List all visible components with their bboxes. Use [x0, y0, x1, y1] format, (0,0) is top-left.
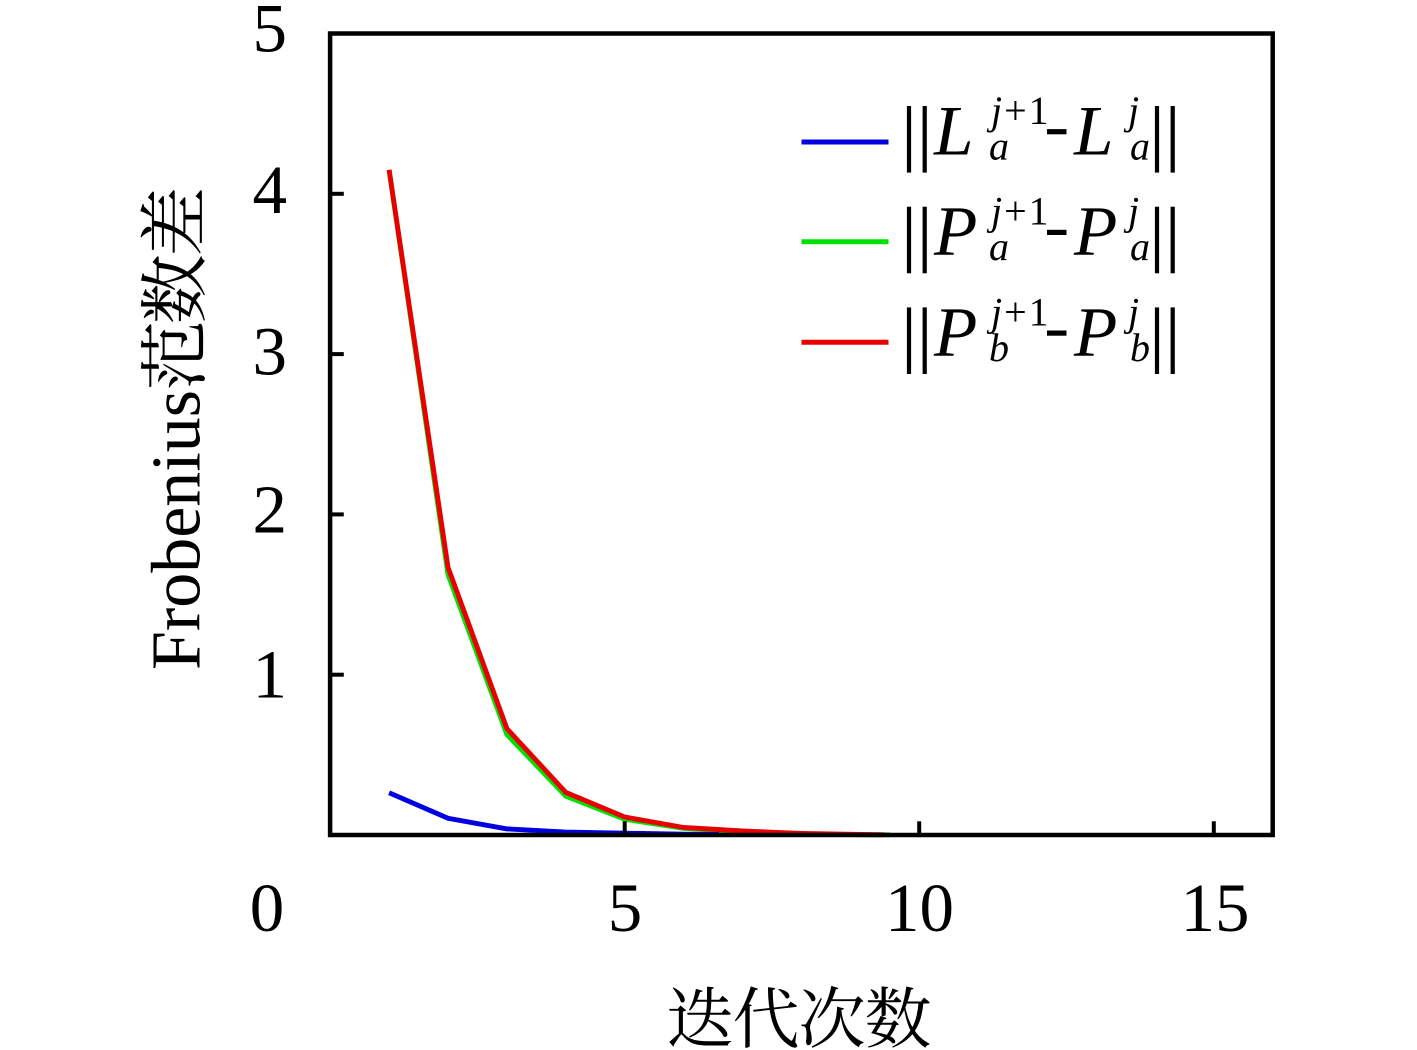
svg-text:Frobenius: Frobenius: [139, 390, 216, 670]
svg-text:j+1: j+1: [986, 289, 1051, 334]
svg-text:j: j: [1123, 289, 1139, 334]
svg-text:b: b: [989, 325, 1009, 370]
svg-text:a: a: [1130, 224, 1150, 269]
svg-text:1: 1: [253, 637, 288, 713]
svg-text:P: P: [933, 294, 977, 372]
svg-text:3: 3: [253, 314, 288, 390]
svg-text:j: j: [1123, 189, 1139, 234]
svg-text:a: a: [989, 224, 1009, 269]
svg-text:5: 5: [253, 0, 288, 67]
svg-text:j: j: [1123, 88, 1139, 133]
svg-text:L: L: [1073, 93, 1114, 171]
svg-text:j+1: j+1: [986, 88, 1051, 133]
svg-text:2: 2: [253, 472, 288, 548]
svg-text:5: 5: [608, 870, 643, 946]
svg-text:L: L: [933, 93, 974, 171]
svg-text:j+1: j+1: [986, 189, 1051, 234]
svg-text:10: 10: [885, 870, 954, 946]
svg-text:P: P: [1073, 193, 1117, 271]
svg-text:a: a: [1130, 124, 1150, 169]
svg-text:P: P: [1073, 294, 1117, 372]
svg-text:a: a: [989, 124, 1009, 169]
svg-text:4: 4: [253, 152, 288, 228]
svg-text:15: 15: [1181, 870, 1250, 946]
svg-text:0: 0: [250, 870, 285, 946]
svg-text:b: b: [1130, 325, 1150, 370]
svg-text:P: P: [933, 193, 977, 271]
